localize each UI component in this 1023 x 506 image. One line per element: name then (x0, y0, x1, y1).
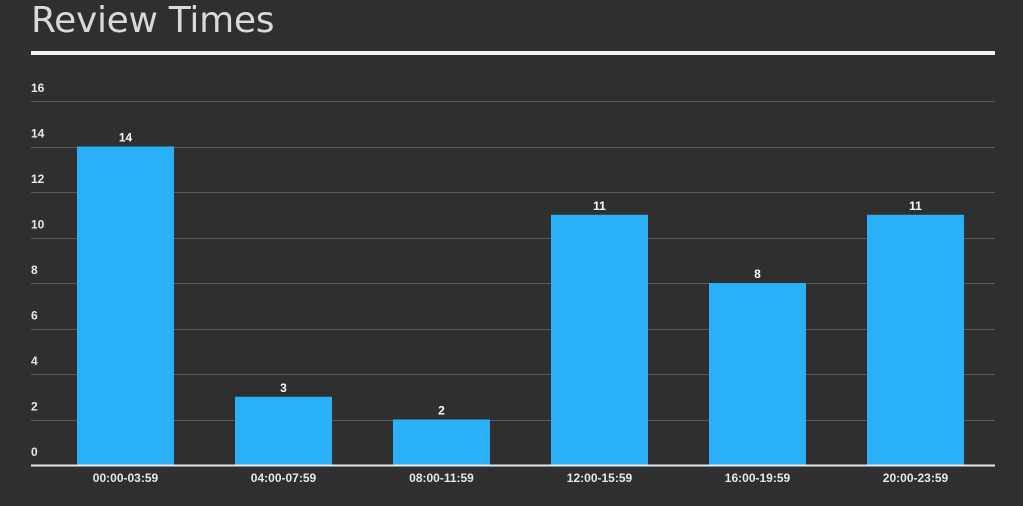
y-tick-label: 6 (31, 309, 38, 323)
x-tick-label: 12:00-15:59 (567, 471, 633, 485)
x-tick-label: 04:00-07:59 (251, 471, 317, 485)
data-label: 3 (280, 381, 287, 395)
x-tick-label: 00:00-03:59 (93, 471, 159, 485)
gridlines (31, 101, 995, 421)
bar (551, 214, 648, 465)
data-label: 8 (754, 267, 761, 281)
data-label: 11 (909, 199, 922, 213)
bars (77, 146, 964, 465)
x-tick-label: 08:00-11:59 (409, 471, 474, 485)
y-tick-label: 12 (31, 172, 45, 186)
y-axis-ticks: 0 2 4 6 8 10 12 14 16 (31, 81, 45, 459)
data-label: 2 (438, 404, 445, 418)
y-tick-label: 4 (31, 354, 38, 368)
y-tick-label: 14 (31, 127, 45, 141)
y-tick-label: 10 (31, 218, 45, 232)
data-label: 14 (119, 131, 133, 145)
bar (235, 396, 332, 465)
x-tick-label: 20:00-23:59 (883, 471, 949, 485)
y-tick-label: 0 (31, 445, 38, 459)
bar (77, 146, 174, 465)
y-tick-label: 2 (31, 400, 38, 414)
data-label: 11 (593, 199, 606, 213)
x-tick-label: 16:00-19:59 (725, 471, 791, 485)
title-underline (31, 51, 995, 55)
y-tick-label: 16 (31, 81, 45, 95)
bar (867, 214, 964, 465)
chart-title: Review Times (31, 0, 275, 41)
data-labels: 14 3 2 11 8 11 (119, 131, 922, 418)
bar (393, 419, 490, 465)
bar (709, 283, 806, 465)
y-tick-label: 8 (31, 263, 38, 277)
x-axis-ticks: 00:00-03:59 04:00-07:59 08:00-11:59 12:00-1… (93, 471, 949, 485)
